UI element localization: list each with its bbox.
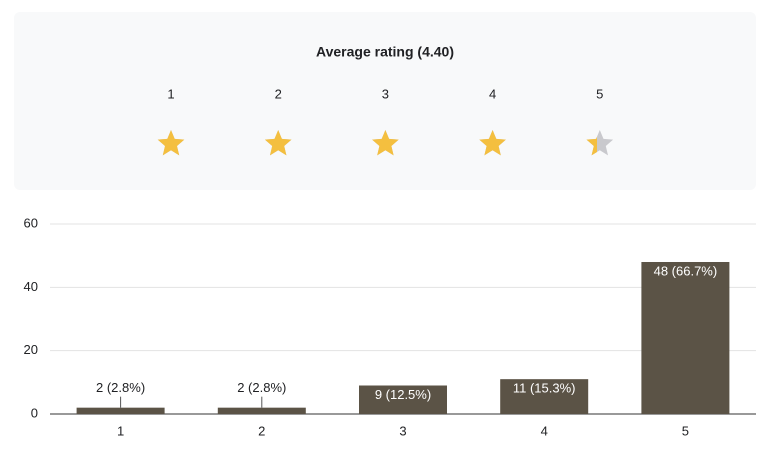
bar [217,407,306,414]
star [157,130,185,156]
value-label: 48 (66.7%) [654,263,718,278]
value-label: 2 (2.8%) [96,380,145,395]
star [479,130,506,156]
value-label: 2 (2.8%) [237,380,286,395]
rating-level: 5 [596,86,603,101]
y-tick-label: 60 [24,215,38,230]
star [264,130,292,156]
rating-level: 2 [275,86,282,101]
bar [500,379,589,414]
value-label: 11 (15.3%) [513,381,576,396]
rating-level: 4 [489,86,496,101]
x-tick-label: 3 [399,423,406,438]
y-tick-label: 0 [31,405,38,420]
x-tick-label: 4 [541,423,548,438]
star [372,130,399,156]
x-tick-label: 5 [682,423,689,438]
y-tick-label: 40 [24,279,38,294]
bar [76,407,165,414]
rating-level: 3 [382,86,389,101]
rating-level: 1 [167,86,174,101]
bar [359,385,447,414]
x-tick-label: 2 [258,423,265,438]
x-tick-label: 1 [117,423,124,438]
rating-panel [14,12,756,190]
bar [641,262,730,414]
value-label: 9 (12.5%) [375,387,431,402]
y-tick-label: 20 [24,342,38,357]
star [586,136,597,156]
rating-title: Average rating (4.40) [316,44,454,60]
